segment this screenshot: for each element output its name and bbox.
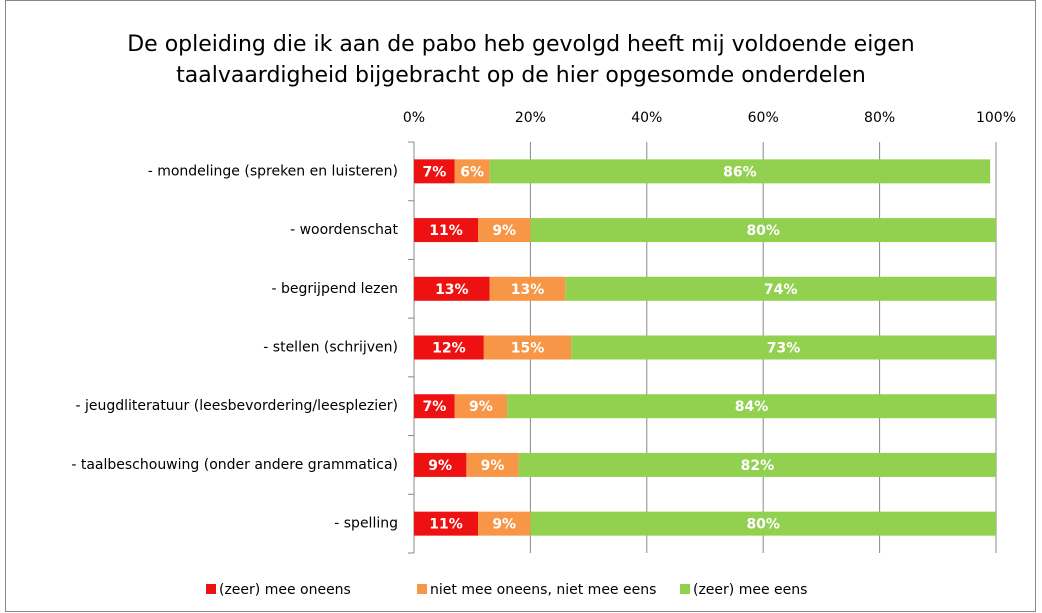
data-label: 80% <box>746 517 780 533</box>
chart-title: taalvaardigheid bijgebracht op de hier o… <box>176 63 866 88</box>
data-label: 9% <box>428 458 452 474</box>
data-label: 7% <box>422 399 446 415</box>
x-tick-label: 100% <box>976 110 1016 126</box>
bar <box>518 452 996 477</box>
bar <box>414 335 484 360</box>
y-tick-label: - spelling <box>334 516 398 532</box>
bar <box>507 394 996 419</box>
bar <box>414 394 455 419</box>
bar <box>414 452 467 477</box>
data-label: 73% <box>767 341 801 357</box>
data-label: 84% <box>735 399 769 415</box>
bar <box>454 394 508 419</box>
data-label: 11% <box>429 517 463 533</box>
bar <box>571 335 996 360</box>
bar <box>414 218 479 243</box>
bar <box>478 511 531 536</box>
legend-swatch <box>206 584 216 594</box>
bar <box>454 159 490 184</box>
y-tick-label: - jeugdliteratuur (leesbevordering/leesp… <box>75 398 398 414</box>
bar <box>530 218 996 243</box>
bar <box>414 511 479 536</box>
bar <box>483 335 572 360</box>
legend-swatch <box>680 584 690 594</box>
x-tick-label: 20% <box>515 110 546 126</box>
data-label: 15% <box>511 341 545 357</box>
y-tick-label: - begrijpend lezen <box>272 281 398 297</box>
bar <box>414 159 455 184</box>
legend-swatch <box>417 584 427 594</box>
bar <box>478 218 531 243</box>
x-tick-label: 0% <box>403 110 425 126</box>
x-tick-label: 80% <box>864 110 895 126</box>
data-label: 7% <box>422 164 446 180</box>
bar <box>414 276 490 301</box>
legend-label: (zeer) mee oneens <box>219 582 351 598</box>
data-label: 74% <box>764 282 798 298</box>
data-label: 80% <box>746 223 780 239</box>
data-label: 82% <box>741 458 775 474</box>
data-label: 9% <box>492 223 516 239</box>
data-label: 12% <box>432 341 466 357</box>
data-label: 6% <box>460 164 484 180</box>
y-tick-label: - taalbeschouwing (onder andere grammati… <box>71 457 398 473</box>
y-tick-label: - woordenschat <box>290 222 398 238</box>
x-tick-label: 40% <box>631 110 662 126</box>
data-label: 13% <box>511 282 545 298</box>
data-label: 9% <box>492 517 516 533</box>
data-label: 9% <box>481 458 505 474</box>
bar <box>489 276 566 301</box>
legend-label: niet mee oneens, niet mee eens <box>430 582 656 598</box>
y-tick-label: - stellen (schrijven) <box>263 340 398 356</box>
chart-border <box>5 0 1036 612</box>
bar <box>489 159 991 184</box>
bar <box>565 276 996 301</box>
data-label: 11% <box>429 223 463 239</box>
data-label: 86% <box>723 164 757 180</box>
y-tick-label: - mondelinge (spreken en luisteren) <box>148 163 398 179</box>
x-tick-label: 60% <box>748 110 779 126</box>
chart-title: De opleiding die ik aan de pabo heb gevo… <box>127 32 915 57</box>
data-label: 13% <box>435 282 469 298</box>
bar <box>530 511 996 536</box>
data-label: 9% <box>469 399 493 415</box>
legend-label: (zeer) mee eens <box>693 582 807 598</box>
bar <box>466 452 519 477</box>
